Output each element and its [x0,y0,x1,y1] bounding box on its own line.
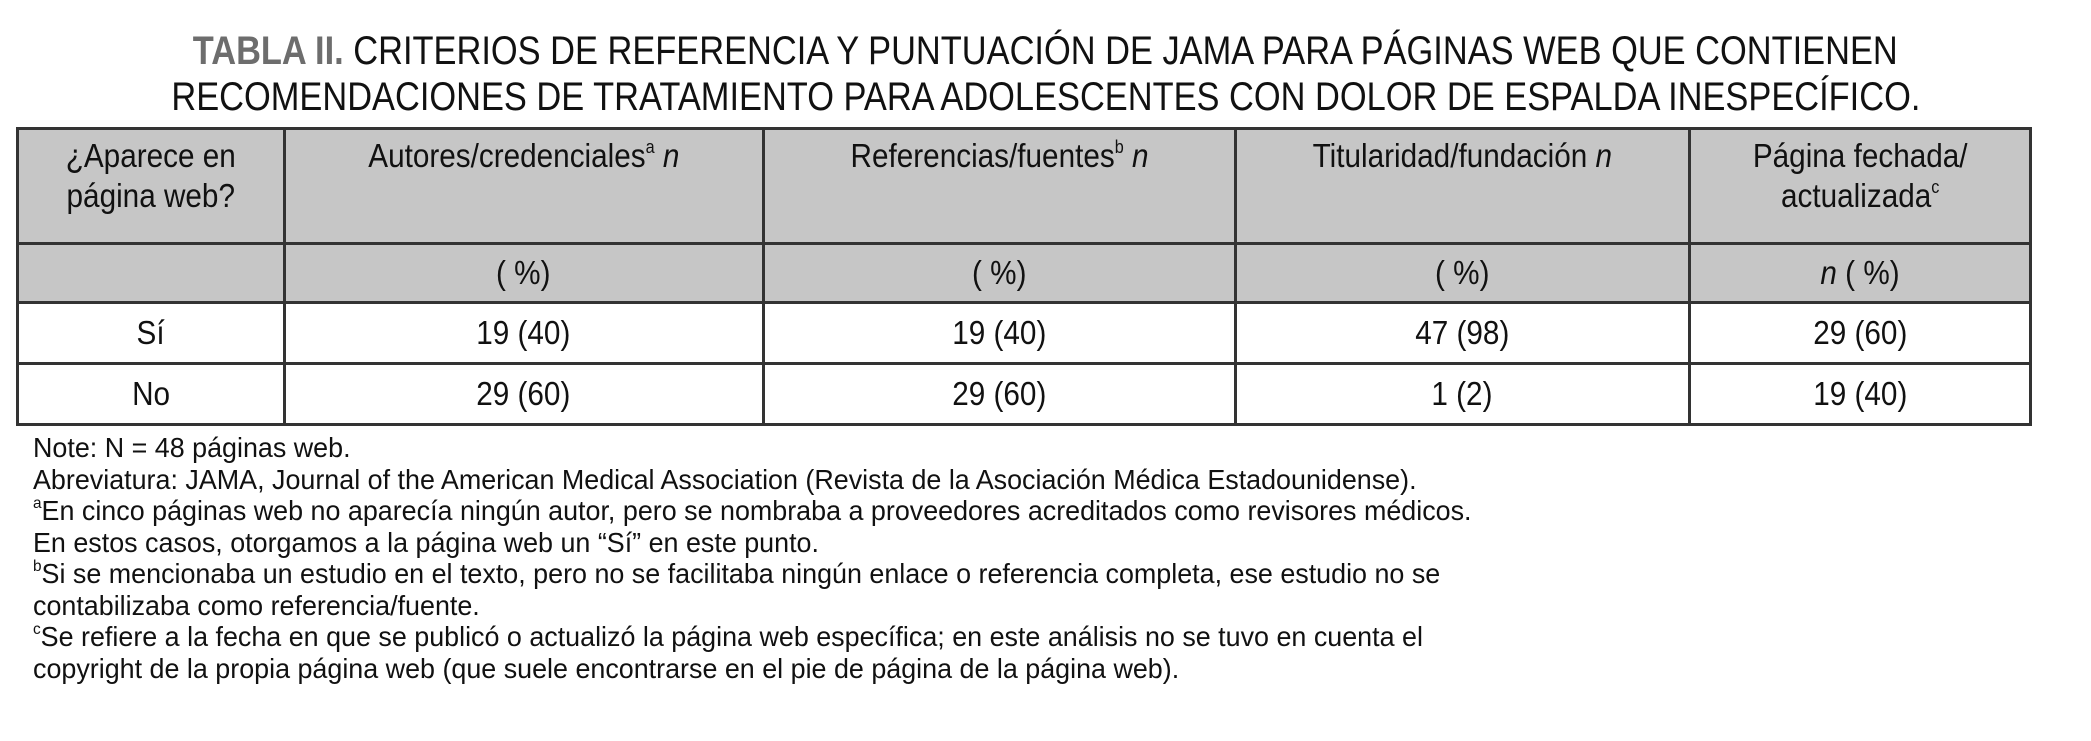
header-text: Autores/credenciales [368,137,646,174]
header-cell: Titularidad/fundación n [1234,127,1691,245]
subheader-cell: ( %) [282,242,765,304]
row-label: Sí [16,301,286,365]
cell-text: 1 (2) [1431,375,1493,412]
subheader-text: ( %) [972,254,1027,291]
table-cell: 47 (98) [1234,301,1691,365]
subheader-row: ( %) ( %) ( %) n ( %) [16,242,2033,304]
note-text: Abreviatura: JAMA, Journal of the Americ… [33,463,1417,495]
header-text: Titularidad/fundación [1312,137,1588,174]
title-text-2: RECOMENDACIONES DE TRATAMIENTO PARA ADOL… [170,75,1921,119]
cell-text: 19 (40) [952,314,1047,351]
subheader-text: ( %) [1435,254,1490,291]
table-cell: 29 (60) [282,362,765,426]
table-cell: 29 (60) [761,362,1238,426]
header-cell: Página fechada/ actualizadac [1687,127,2033,245]
jama-criteria-table: ¿Aparece en página web? Autores/credenci… [16,127,2033,426]
subheader-text: ( %) [1844,254,1900,291]
footnote-mark: a [33,495,42,512]
cell-text: 29 (60) [1812,314,1907,351]
table-cell: 19 (40) [761,301,1238,365]
note-text: Se refiere a la fecha en que se publicó … [40,621,1423,652]
header-text: Referencias/fuentes [850,137,1115,174]
table-notes: Note: N = 48 páginas web. Abreviatura: J… [33,432,1531,684]
table-row: No 29 (60) 29 (60) 1 (2) 19 (40) [16,362,2033,426]
subheader-text: ( %) [496,254,551,291]
subheader-cell: n ( %) [1687,242,2033,304]
row-label: No [16,362,286,426]
n-symbol: n [1820,254,1837,291]
cell-text: 29 (60) [952,375,1047,412]
footnote-mark: c [33,621,41,638]
note-text: copyright de la propia página web (que s… [33,652,1180,684]
cell-text: Sí [136,314,165,351]
subheader-cell: ( %) [1234,242,1691,304]
n-symbol: n [1131,137,1149,174]
footnote-a-cont: En estos casos, otorgamos a la página we… [33,527,1531,559]
footnote-mark: b [1114,137,1124,157]
subheader-cell: ( %) [761,242,1238,304]
note-text: En cinco páginas web no aparecía ningún … [41,495,1472,526]
header-row: ¿Aparece en página web? Autores/credenci… [16,127,2033,245]
table-row: Sí 19 (40) 19 (40) 47 (98) 29 (60) [16,301,2033,365]
n-symbol: n [662,137,680,174]
table-title-line-1: TABLA II. CRITERIOS DE REFERENCIA Y PUNT… [0,28,2091,74]
table-cell: 19 (40) [1687,362,2033,426]
note-abbreviation: Abreviatura: JAMA, Journal of the Americ… [33,464,1531,496]
footnote-b-cont: contabilizaba como referencia/fuente. [33,590,1531,622]
table-cell: 19 (40) [282,301,765,365]
note-text: En estos casos, otorgamos a la página we… [33,526,819,558]
cell-text: 19 (40) [476,314,571,351]
cell-text: 47 (98) [1415,314,1510,351]
table-title-line-2: RECOMENDACIONES DE TRATAMIENTO PARA ADOL… [0,74,2091,120]
header-cell: Referencias/fuentesb n [761,127,1238,245]
footnote-mark: a [645,137,655,157]
footnote-mark: c [1930,177,1939,197]
footnote-a: aEn cinco páginas web no aparecía ningún… [33,495,1531,527]
header-text: Página fechada/ actualizada [1752,137,1968,214]
footnote-b: bSi se mencionaba un estudio en el texto… [33,558,1531,590]
note-text: Si se mencionaba un estudio en el texto,… [41,558,1441,589]
note-text: Note: N = 48 páginas web. [33,432,351,463]
footnote-c-cont: copyright de la propia página web (que s… [33,653,1531,685]
note-n: Note: N = 48 páginas web. [33,432,1531,464]
footnote-c: cSe refiere a la fecha en que se publicó… [33,621,1531,653]
table-cell: 29 (60) [1687,301,2033,365]
footnote-mark: b [33,558,42,575]
note-text: contabilizaba como referencia/fuente. [33,589,480,621]
table-cell: 1 (2) [1234,362,1691,426]
header-cell: Autores/credencialesa n [282,127,765,245]
cell-text: 19 (40) [1812,375,1907,412]
n-symbol: n [1595,137,1613,174]
cell-text: 29 (60) [476,375,571,412]
cell-text: No [131,375,170,412]
subheader-cell [16,242,286,304]
header-text: ¿Aparece en página web? [65,137,236,214]
title-text-1: CRITERIOS DE REFERENCIA Y PUNTUACIÓN DE … [353,29,1898,73]
table-label: TABLA II. [192,29,344,73]
header-cell: ¿Aparece en página web? [16,127,286,245]
